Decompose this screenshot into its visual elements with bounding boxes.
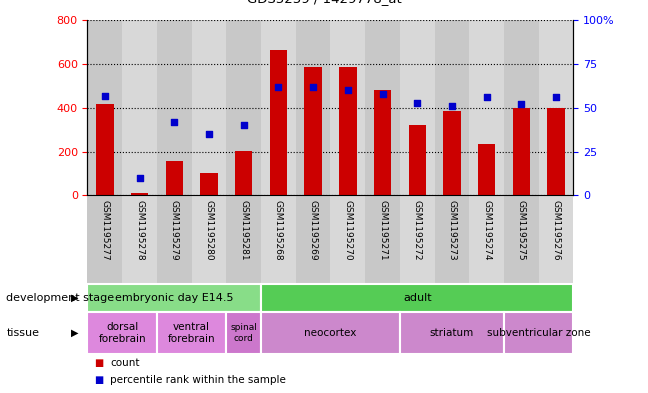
Bar (87, 312, 157, 354)
Point (273, 84, 284, 90)
Bar (443, 111, 461, 195)
Point (238, 122, 249, 129)
Point (412, 99, 422, 106)
Bar (435, 20, 469, 195)
Bar (200, 173, 218, 195)
Bar (339, 68, 356, 195)
Bar (469, 20, 504, 195)
Bar (504, 195, 538, 284)
Bar (96, 103, 113, 195)
Bar (330, 20, 365, 195)
Bar (305, 68, 322, 195)
Bar (261, 195, 295, 284)
Text: adult: adult (403, 293, 432, 303)
Point (343, 87, 353, 94)
Text: dorsal
forebrain: dorsal forebrain (98, 322, 146, 344)
Bar (235, 151, 252, 195)
Bar (504, 312, 573, 354)
Text: GSM1195269: GSM1195269 (308, 200, 318, 261)
Text: development stage: development stage (6, 293, 115, 303)
Bar (330, 195, 365, 284)
Text: GSM1195278: GSM1195278 (135, 200, 144, 261)
Point (516, 101, 527, 108)
Text: ■: ■ (94, 375, 103, 385)
Text: ■: ■ (94, 358, 103, 367)
Bar (365, 195, 400, 284)
Bar (295, 195, 330, 284)
Point (481, 94, 492, 101)
Text: GSM1195271: GSM1195271 (378, 200, 387, 261)
Text: GSM1195273: GSM1195273 (448, 200, 456, 261)
Bar (409, 125, 426, 195)
Point (447, 103, 457, 109)
Bar (469, 195, 504, 284)
Point (203, 131, 214, 137)
Point (377, 91, 388, 97)
Bar (226, 312, 261, 354)
Bar (157, 20, 192, 195)
Bar (122, 20, 157, 195)
Bar (192, 20, 226, 195)
Bar (122, 195, 157, 284)
Bar (400, 195, 435, 284)
Text: GSM1195277: GSM1195277 (100, 200, 110, 261)
Text: GSM1195280: GSM1195280 (205, 200, 213, 261)
Bar (87, 284, 261, 312)
Text: GSM1195275: GSM1195275 (517, 200, 526, 261)
Bar (400, 312, 504, 354)
Text: GSM1195272: GSM1195272 (413, 200, 422, 260)
Bar (131, 193, 148, 195)
Bar (435, 195, 469, 284)
Bar (192, 195, 226, 284)
Bar (513, 108, 530, 195)
Text: GSM1195274: GSM1195274 (482, 200, 491, 260)
Bar (374, 90, 391, 195)
Text: ▶: ▶ (71, 293, 78, 303)
Bar (157, 195, 192, 284)
Bar (226, 20, 261, 195)
Point (134, 174, 145, 181)
Point (551, 94, 561, 101)
Bar (538, 195, 573, 284)
Text: GSM1195276: GSM1195276 (551, 200, 561, 261)
Point (169, 119, 179, 125)
Text: GSM1195281: GSM1195281 (239, 200, 248, 261)
Text: neocortex: neocortex (305, 328, 356, 338)
Point (100, 92, 110, 99)
Text: GDS5259 / 1429778_at: GDS5259 / 1429778_at (247, 0, 401, 5)
Bar (538, 20, 573, 195)
Bar (166, 162, 183, 195)
Text: count: count (110, 358, 140, 367)
Text: tissue: tissue (6, 328, 40, 338)
Point (308, 84, 318, 90)
Bar (261, 284, 573, 312)
Text: GSM1195270: GSM1195270 (343, 200, 353, 261)
Text: subventricular zone: subventricular zone (487, 328, 590, 338)
Text: embryonic day E14.5: embryonic day E14.5 (115, 293, 233, 303)
Bar (261, 312, 400, 354)
Bar (270, 50, 287, 195)
Bar (504, 20, 538, 195)
Text: striatum: striatum (430, 328, 474, 338)
Bar (157, 312, 226, 354)
Bar (261, 20, 295, 195)
Bar (478, 144, 495, 195)
Bar (87, 195, 122, 284)
Bar (365, 20, 400, 195)
Text: percentile rank within the sample: percentile rank within the sample (110, 375, 286, 385)
Text: GSM1195279: GSM1195279 (170, 200, 179, 261)
Text: ▶: ▶ (71, 328, 78, 338)
Bar (400, 20, 435, 195)
Bar (226, 195, 261, 284)
Text: spinal
cord: spinal cord (230, 323, 257, 343)
Bar (87, 20, 122, 195)
Bar (548, 108, 565, 195)
Bar (295, 20, 330, 195)
Text: GSM1195268: GSM1195268 (274, 200, 283, 261)
Text: ventral
forebrain: ventral forebrain (168, 322, 215, 344)
